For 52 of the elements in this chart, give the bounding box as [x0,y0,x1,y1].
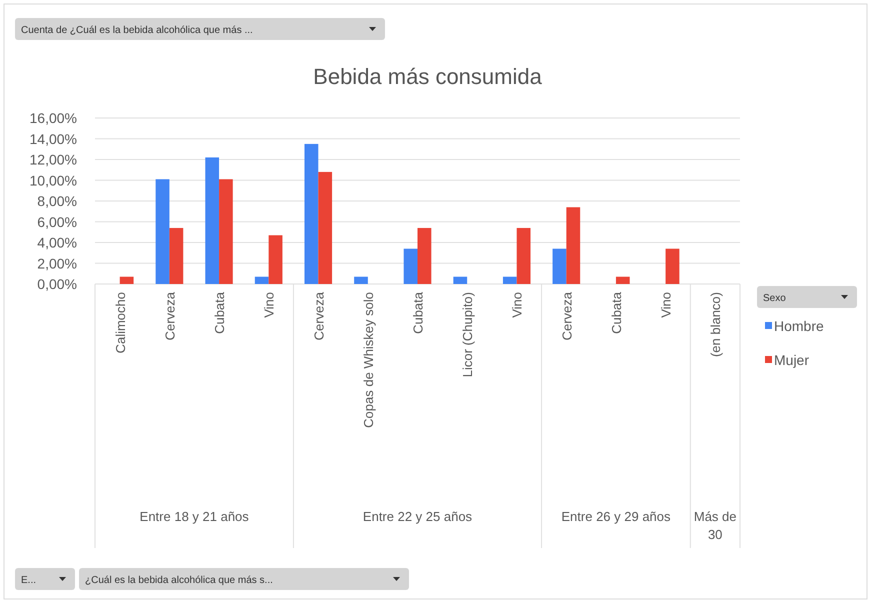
x-tick-label: (en blanco) [708,292,724,358]
bar [418,228,432,284]
bar [404,248,418,284]
y-tick-label: 8,00% [37,193,77,209]
bar [318,172,332,284]
y-tick-label: 12,00% [30,152,77,168]
x-tick-label: Licor (Chupito) [460,292,476,378]
legend-label: Mujer [774,352,810,368]
bar [566,207,580,284]
text: Entre 26 y 29 años [561,509,672,524]
bar [453,276,468,284]
bar [120,276,134,284]
y-tick-label: 16,00% [30,110,77,126]
bar [169,228,184,284]
legend-label: Hombre [774,318,824,334]
x-tick-label: Vino [262,292,277,318]
text: E... [21,575,36,586]
legend-title: Sexo [763,293,786,304]
bar [502,276,517,284]
bar [254,276,269,284]
x-tick-label: Cerveza [311,291,326,340]
bar [552,248,566,284]
y-tick-label: 0,00% [37,276,77,292]
y-tick-label: 10,00% [30,172,77,188]
bar [666,248,680,284]
text: Más de 30 [694,509,737,542]
text: Cuenta de ¿Cuál es la bebida alcohólica que más ... [21,25,253,36]
bar [205,157,220,284]
bar [219,179,233,284]
bar [616,276,630,284]
bar [304,144,318,284]
x-tick-label: Copas de Whiskey solo [360,292,376,428]
y-tick-label: 6,00% [37,214,77,230]
x-tick-label: Cubata [608,291,624,334]
text: Entre 22 y 25 años [362,509,473,524]
x-tick-label: Cerveza [162,291,178,340]
x-tick-label: Calimocho [112,292,128,354]
bar [268,235,282,284]
bar [516,228,531,284]
chart-title: Bebida más consumida [313,64,543,89]
text: Entre 18 y 21 años [140,509,250,524]
bar [354,276,368,284]
text: ¿Cuál es la bebida alcohólica que más s... [85,575,273,586]
x-tick-label: Cerveza [559,291,574,340]
x-tick-label: Cubata [410,291,426,334]
y-tick-label: 4,00% [37,234,77,250]
y-tick-label: 2,00% [37,255,77,272]
bar [156,179,170,284]
x-tick-label: Vino [510,292,525,318]
x-tick-label: Vino [658,292,674,318]
x-tick-label: Cubata [212,291,228,334]
y-tick-label: 14,00% [30,130,77,147]
